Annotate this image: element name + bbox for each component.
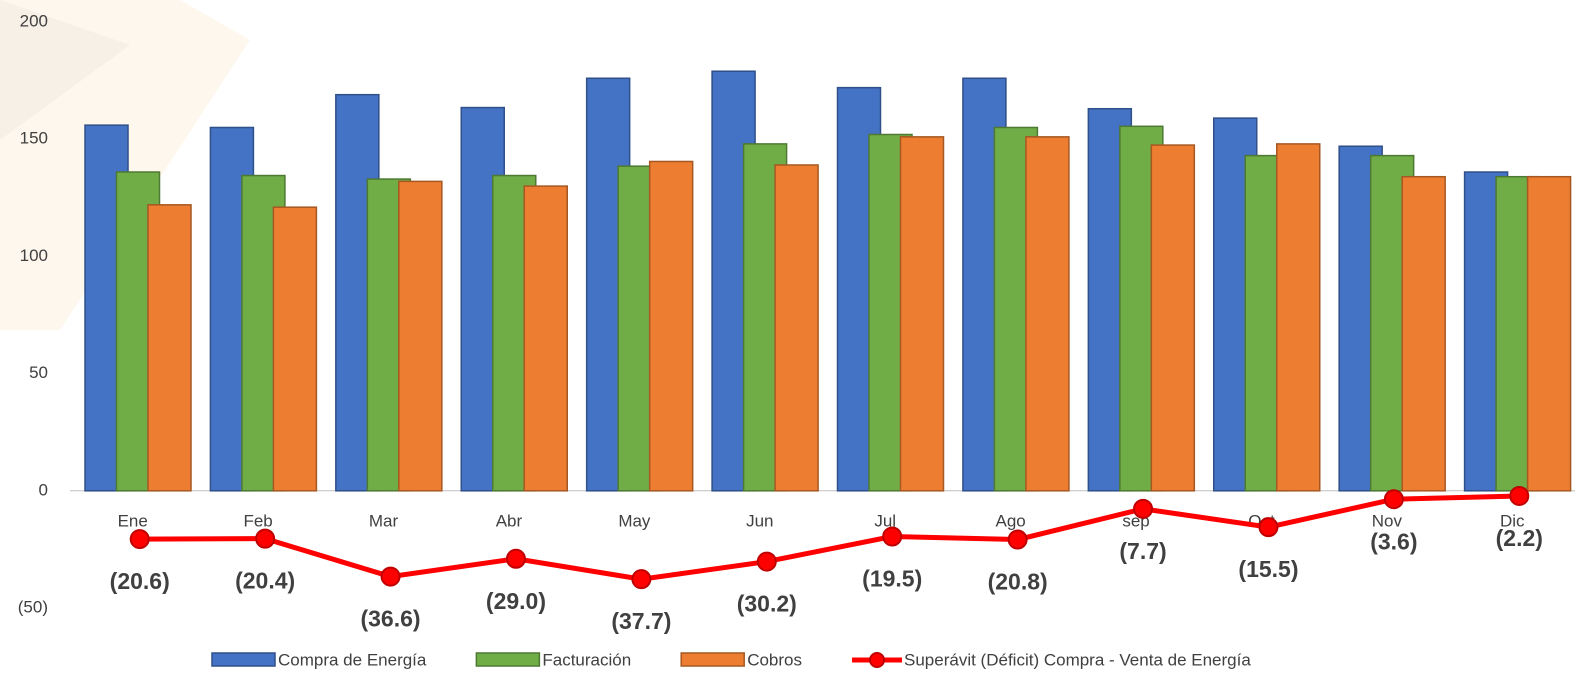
bar [899, 136, 945, 492]
line-marker [882, 526, 903, 547]
line-marker [1007, 529, 1028, 550]
y-tick-label: 0 [39, 480, 48, 499]
bar [1526, 175, 1572, 492]
legend-swatch [680, 652, 745, 667]
data-label: (29.0) [486, 588, 546, 614]
x-tick-label: Feb [243, 511, 272, 530]
data-label: (2.2) [1496, 525, 1543, 551]
line-marker [1383, 489, 1404, 510]
bar [1025, 136, 1070, 492]
data-label: (7.7) [1119, 538, 1166, 564]
bar [1276, 143, 1321, 492]
bar [648, 160, 694, 492]
data-label: (3.6) [1370, 528, 1417, 554]
legend-label: Superávit (Déficit) Compra - Venta de En… [904, 650, 1251, 669]
line-marker [505, 548, 526, 569]
bar [774, 164, 819, 492]
line-marker [631, 569, 652, 590]
line-marker [1133, 498, 1154, 519]
x-tick-label: Jun [746, 511, 773, 530]
legend-label: Facturación [542, 650, 631, 669]
bar [147, 204, 192, 492]
y-tick-label: 50 [29, 363, 48, 382]
bar [398, 180, 443, 492]
bar [1150, 144, 1196, 492]
legend-swatch [211, 652, 276, 667]
data-label: (15.5) [1238, 556, 1298, 582]
data-label: (20.8) [988, 569, 1048, 595]
line [139, 493, 1520, 582]
line-marker [380, 566, 401, 587]
x-tick-label: Ene [118, 511, 148, 530]
data-label: (36.6) [360, 606, 420, 632]
legend-swatch [869, 652, 886, 668]
legend-swatch [475, 652, 541, 667]
x-tick-label: Dic [1500, 511, 1525, 530]
bar [523, 185, 568, 492]
legend-label: Cobros [747, 650, 802, 669]
data-label: (19.5) [862, 566, 922, 592]
line-marker [129, 529, 150, 550]
x-tick-label: Jul [874, 511, 896, 530]
data-label: (30.2) [737, 591, 797, 617]
x-tick-label: Mar [369, 511, 399, 530]
y-tick-label: 150 [20, 129, 48, 148]
x-tick-label: Nov [1372, 511, 1403, 530]
data-label: (37.7) [611, 608, 671, 634]
line-marker [255, 528, 276, 549]
data-label: (20.6) [110, 568, 170, 594]
y-tick-label: 100 [20, 246, 48, 265]
line-marker [1509, 485, 1530, 506]
data-label: (20.4) [235, 568, 295, 594]
line-marker [756, 551, 777, 572]
legend-label: Compra de Energía [278, 650, 427, 669]
y-tick-label: 200 [20, 11, 48, 30]
x-tick-label: May [618, 511, 651, 530]
x-tick-label: Abr [496, 511, 523, 530]
bar [272, 206, 318, 492]
line-marker [1258, 517, 1279, 538]
x-tick-label: Ago [996, 511, 1026, 530]
y-tick-label: (50) [18, 597, 48, 616]
bar [1401, 175, 1446, 492]
